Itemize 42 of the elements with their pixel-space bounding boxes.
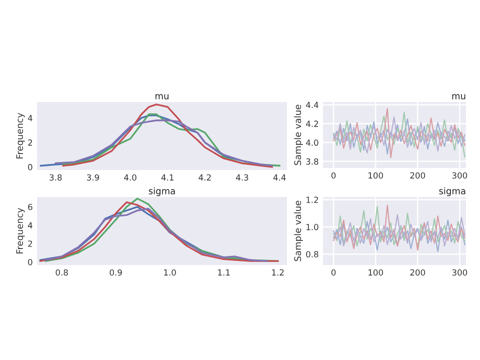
y-axis-title: Frequency xyxy=(16,208,25,254)
chart-title: sigma xyxy=(148,187,175,196)
x-tick-label: 1.1 xyxy=(218,269,230,276)
y-tick-label: 4.4 xyxy=(306,102,318,108)
x-tick-label: 4.0 xyxy=(124,174,136,181)
y-tick-label: 1.0 xyxy=(306,224,318,230)
x-tick-label: 1.2 xyxy=(272,269,284,276)
chart-title: mu xyxy=(452,94,466,100)
y-tick-label: 3.8 xyxy=(306,158,318,165)
x-tick-label: 4.1 xyxy=(161,174,174,180)
y-tick-label: 4.0 xyxy=(306,140,318,146)
x-tick-label: 1.0 xyxy=(164,269,176,276)
x-tick-label: 3.9 xyxy=(86,174,100,181)
x-tick-label: 0 xyxy=(331,269,336,276)
x-tick-label: 4.3 xyxy=(236,174,248,181)
chart-title: sigma xyxy=(439,187,466,196)
x-tick-label: 3.8 xyxy=(50,174,62,181)
y-tick-label: 0 xyxy=(28,258,32,266)
y-tick-label: 6 xyxy=(28,204,32,210)
chart-title: mu xyxy=(156,94,168,100)
y-axis-title: Sample value xyxy=(294,200,303,262)
x-tick-label: 200 xyxy=(410,269,426,276)
y-tick-label: 0.8 xyxy=(306,251,318,258)
x-tick-label: 300 xyxy=(452,269,468,276)
y-tick-label: 4 xyxy=(28,222,32,228)
y-tick-label: 2 xyxy=(28,240,32,247)
y-tick-label: 0 xyxy=(28,164,32,170)
x-tick-label: 4.2 xyxy=(198,174,211,180)
y-tick-label: 1.2 xyxy=(306,196,318,203)
y-tick-label: 4 xyxy=(28,115,32,122)
y-tick-label: 4.2 xyxy=(306,120,318,127)
y-tick-label: 2 xyxy=(28,139,32,146)
x-tick-label: 0 xyxy=(331,172,336,179)
x-tick-label: 300 xyxy=(452,172,468,179)
y-axis-title: Frequency xyxy=(16,112,25,158)
y-axis-title: Sample value xyxy=(294,104,303,166)
x-tick-label: 0.8 xyxy=(56,269,68,276)
x-tick-label: 200 xyxy=(410,172,426,179)
x-tick-label: 100 xyxy=(368,269,383,276)
x-tick-label: 100 xyxy=(368,172,383,179)
x-tick-label: 4.4 xyxy=(273,174,286,180)
x-tick-label: 0.9 xyxy=(110,269,122,276)
